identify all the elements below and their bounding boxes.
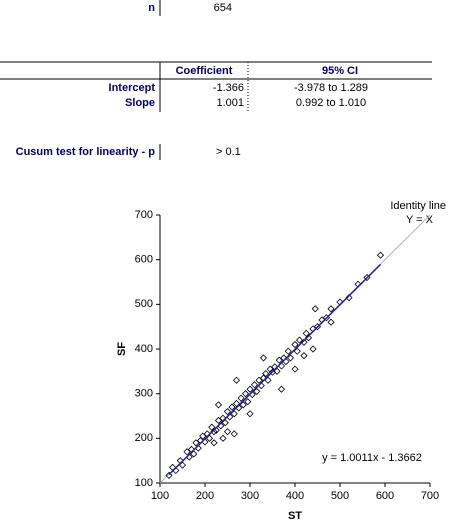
y-tick-label: 200 <box>135 432 153 444</box>
point <box>183 448 191 456</box>
cell: -3.978 to 1.289 <box>294 82 368 94</box>
point <box>262 370 270 378</box>
point <box>232 376 241 384</box>
point <box>244 398 252 406</box>
point <box>311 305 319 313</box>
regression-line <box>168 263 382 476</box>
row-label: Slope <box>125 97 155 109</box>
x-tick-label: 300 <box>241 490 259 502</box>
point <box>302 329 310 337</box>
point <box>250 381 259 389</box>
point <box>246 410 254 418</box>
x-tick-label: 100 <box>151 490 169 502</box>
point <box>223 407 232 416</box>
point <box>286 354 295 362</box>
column-header: Coefficient <box>176 65 233 77</box>
point <box>255 376 263 384</box>
annotation: Identity line <box>390 200 446 212</box>
point <box>293 347 301 355</box>
point <box>295 336 304 344</box>
point <box>266 365 274 373</box>
point <box>345 294 353 302</box>
point <box>246 385 254 393</box>
point <box>291 340 299 349</box>
point <box>228 403 236 411</box>
cell: 1.001 <box>216 97 244 109</box>
point <box>327 305 335 313</box>
n-label: n <box>148 2 155 14</box>
x-axis-label: ST <box>288 510 302 522</box>
cusum-value: > 0.1 <box>216 146 241 158</box>
point <box>210 428 218 436</box>
point <box>199 432 207 440</box>
point <box>214 416 223 425</box>
y-tick-label: 500 <box>135 298 153 310</box>
point <box>241 390 250 398</box>
x-tick-label: 200 <box>196 490 214 502</box>
point <box>219 434 227 442</box>
annotation: Y = X <box>406 214 434 226</box>
point <box>277 385 286 393</box>
point <box>214 401 223 409</box>
y-axis-label: SF <box>116 342 128 356</box>
point <box>376 251 385 259</box>
row-label: Intercept <box>109 82 156 94</box>
y-tick-label: 400 <box>135 343 153 355</box>
x-tick-label: 600 <box>376 490 394 502</box>
point <box>300 338 308 346</box>
y-tick-label: 100 <box>135 477 153 489</box>
y-tick-label: 700 <box>135 209 153 221</box>
x-tick-label: 400 <box>286 490 304 502</box>
point <box>291 365 299 373</box>
x-tick-label: 500 <box>331 490 349 502</box>
point <box>208 423 216 431</box>
point <box>223 428 232 436</box>
point <box>192 439 200 447</box>
point <box>304 334 313 342</box>
point <box>210 439 218 447</box>
cell: 0.992 to 1.010 <box>296 97 366 109</box>
cell: -1.366 <box>213 82 244 94</box>
x-tick-label: 700 <box>421 490 439 502</box>
equation: y = 1.0011x - 1.3662 <box>322 452 422 464</box>
point <box>300 352 308 360</box>
n-value: 654 <box>214 2 232 14</box>
y-tick-label: 600 <box>135 254 153 266</box>
cusum-label: Cusum test for linearity - p <box>16 146 156 158</box>
point <box>230 430 238 438</box>
point <box>284 347 292 355</box>
column-header: 95% CI <box>322 65 358 77</box>
point <box>259 354 268 362</box>
point <box>165 471 173 479</box>
y-tick-label: 300 <box>135 388 153 400</box>
point <box>327 318 335 326</box>
point <box>275 356 283 364</box>
point <box>237 394 245 402</box>
point <box>309 345 317 353</box>
